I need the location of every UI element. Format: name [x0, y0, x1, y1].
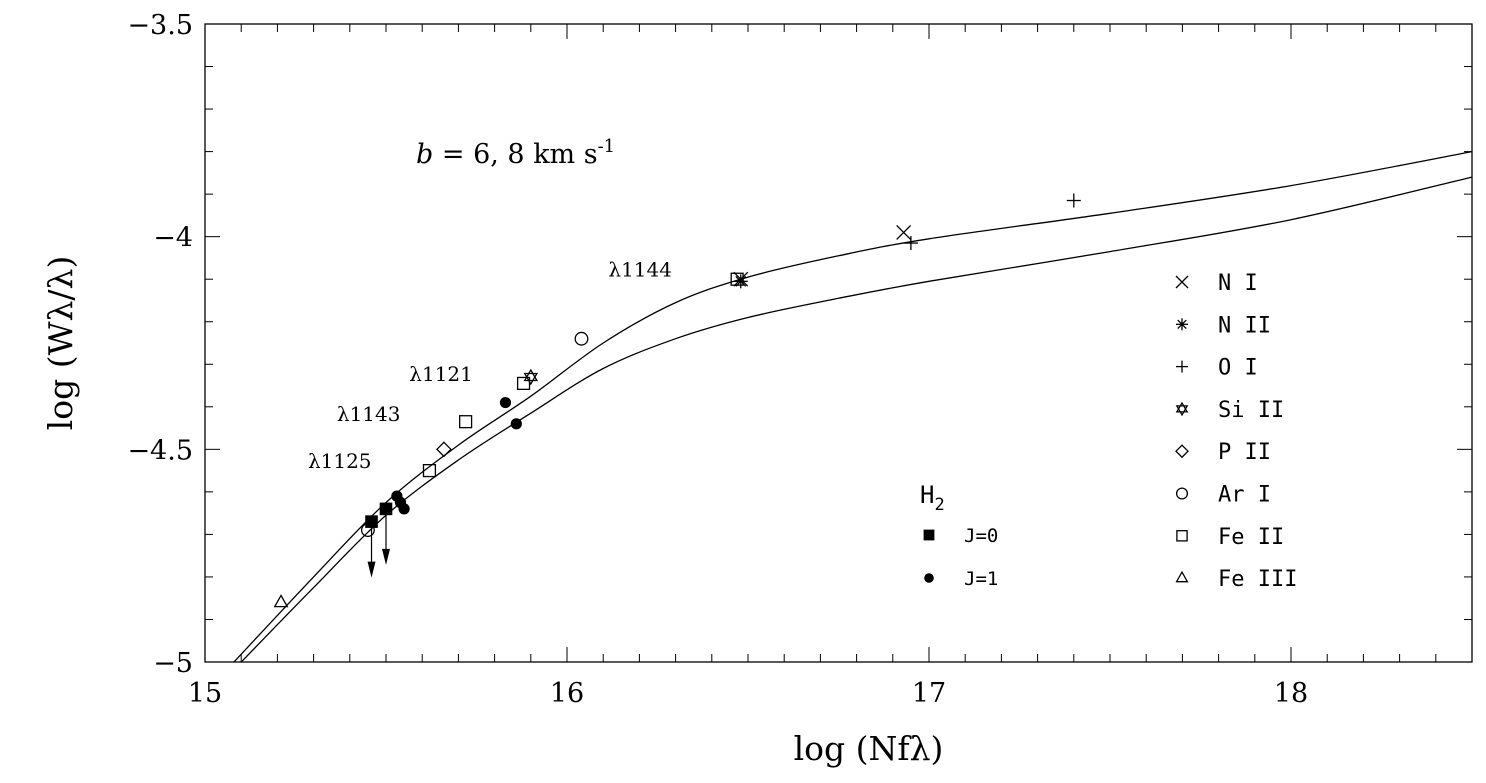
data-point-j-1 [510, 418, 522, 430]
legend-marker [1175, 570, 1189, 583]
legend-marker [1176, 360, 1188, 373]
legend: N I N II O I Si II P II Ar I Fe II Fe III H2 J=0 J… [920, 271, 1297, 592]
legend-label: N II [1218, 313, 1271, 338]
data-point-p-ii [436, 441, 452, 458]
legend-label: N I [1218, 271, 1258, 296]
h2-title-subscript: 2 [934, 495, 944, 515]
legend-label: P II [1218, 440, 1271, 465]
data-point-fe-ii [459, 415, 473, 429]
b-parameter-label: b = 6, 8 km s-1 [416, 136, 615, 170]
axes-frame [204, 23, 1473, 663]
legend-marker [1176, 318, 1188, 331]
data-point-o-i [903, 236, 918, 251]
line-wavelength-label: λ1125 [308, 449, 372, 473]
data-point-ar-i [574, 331, 589, 346]
text-labels: 15 16 17 18 −3.5 −4 −4.5 −5 log (Nfλ) log (Wλ/λ) b… [41, 10, 1308, 768]
x-stroke [896, 224, 912, 240]
star-triangle-up [523, 368, 539, 382]
x-tick-label: 18 [1274, 678, 1308, 709]
y-axis-label: log (Wλ/λ) [41, 256, 80, 431]
y-tick-label: −4.5 [127, 435, 193, 466]
data-point-n-i [896, 224, 912, 240]
data-point-si-ii [523, 368, 539, 386]
legend-marker [1175, 444, 1189, 459]
x-tick-label: 17 [912, 678, 946, 709]
line-wavelength-label: λ1121 [409, 362, 473, 386]
legend-label: O I [1218, 356, 1258, 381]
data-point-fe-ii [422, 463, 437, 478]
upper-limit-arrowhead [382, 548, 390, 565]
legend-label: Ar I [1218, 483, 1271, 508]
star-triangle-down [1175, 405, 1189, 417]
line-wavelength-label: λ1144 [608, 258, 672, 282]
legend-marker [924, 573, 934, 583]
y-tick-label: −3.5 [127, 10, 193, 41]
y-tick-label: −5 [153, 648, 193, 679]
legend-label: J=0 [964, 525, 998, 547]
data-point-j-1 [499, 396, 512, 409]
plot-frame [204, 23, 1473, 663]
legend-label: J=1 [964, 568, 998, 590]
legend-label: Fe II [1218, 525, 1284, 550]
b-value: = 6, 8 km s [433, 139, 597, 170]
x-tick-label: 16 [550, 678, 584, 709]
legend-label: Si II [1218, 398, 1284, 423]
star-triangle-up [1175, 401, 1189, 413]
x-tick-label: 15 [188, 678, 222, 709]
upper-curve-of-growth [233, 150, 1473, 663]
legend-label: Fe III [1218, 567, 1297, 592]
legend-marker [1175, 275, 1189, 289]
b-symbol: b [416, 139, 433, 170]
x-stroke [1175, 275, 1189, 289]
data-point-o-i [1066, 193, 1081, 208]
data-points [273, 193, 1081, 608]
data-point-fe-iii [273, 594, 289, 608]
legend-marker [1175, 401, 1189, 417]
data-point-fe-ii [516, 376, 531, 391]
x-axis-label: log (Nfλ) [794, 729, 944, 768]
y-tick-label: −4 [153, 223, 193, 254]
h2-title-main: H [920, 481, 934, 509]
data-point-fe-ii [730, 272, 744, 286]
legend-marker [1175, 487, 1189, 500]
star-triangle-down [523, 372, 539, 386]
legend-marker [923, 529, 935, 541]
legend-marker [1176, 530, 1188, 542]
legend-h2-title: H2 [920, 481, 945, 515]
line-wavelength-label: λ1143 [337, 402, 401, 426]
data-point-j-1 [398, 503, 410, 515]
data-point-n-ii [733, 274, 748, 289]
upper-limit-arrowhead [367, 561, 376, 578]
b-exponent: -1 [598, 136, 616, 157]
asterisk-stroke [1177, 319, 1187, 330]
